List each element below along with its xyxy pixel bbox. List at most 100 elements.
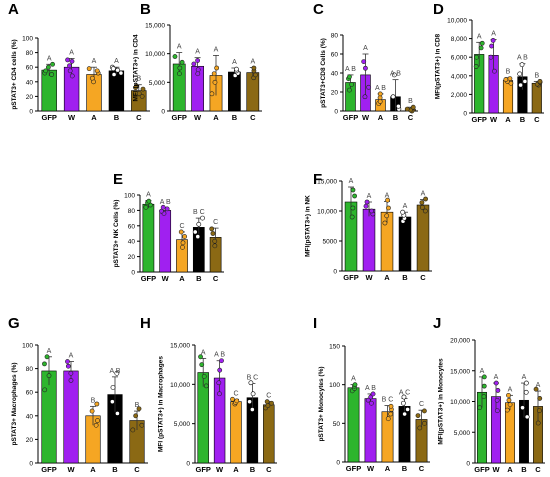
significance-letter: C (179, 223, 184, 230)
data-point (69, 58, 75, 64)
data-point (203, 383, 209, 389)
data-point (195, 67, 201, 73)
significance-letter: A (508, 386, 513, 393)
y-tick-label: 40 (26, 79, 34, 86)
x-tick-label: B (393, 113, 399, 122)
y-axis-label: pSTAT3+ Macrophages (%) (11, 362, 18, 445)
x-tick-label: W (492, 465, 500, 474)
data-point (217, 391, 222, 397)
x-tick-label: C (420, 273, 426, 282)
significance-letter: B (506, 69, 511, 76)
significance-letter: A (522, 374, 527, 381)
y-tick-label: 10,000 (450, 399, 470, 406)
x-tick-label: B (112, 465, 118, 474)
y-tick-label: 15,000 (317, 179, 337, 186)
data-point (423, 196, 428, 202)
data-point (250, 391, 256, 397)
data-point (410, 104, 416, 110)
x-tick-label: GFP (41, 113, 56, 122)
y-tick-label: 150 (329, 344, 340, 351)
x-tick-label: GFP (195, 465, 210, 474)
data-point (111, 72, 117, 77)
y-tick-label: 100 (22, 343, 33, 350)
significance-letter: A (177, 44, 182, 51)
data-point (522, 78, 528, 84)
data-point (518, 82, 523, 88)
data-point (519, 62, 525, 68)
data-point (402, 411, 408, 417)
data-point (368, 394, 374, 400)
data-point (118, 70, 124, 76)
bar-gfp (41, 69, 57, 112)
y-tick-label: 100 (124, 193, 135, 200)
data-point (196, 221, 202, 227)
data-point (349, 82, 355, 87)
y-tick-label: 0 (334, 109, 338, 116)
data-point (369, 208, 374, 214)
x-tick-label: A (233, 465, 239, 474)
y-tick-label: 60 (26, 390, 34, 397)
x-tick-label: C (419, 464, 425, 473)
data-point (251, 65, 257, 71)
data-point (520, 405, 525, 411)
significance-letter: A C (399, 390, 410, 397)
data-point (115, 67, 121, 73)
data-point (146, 198, 152, 204)
data-point (490, 38, 496, 43)
data-point (164, 206, 170, 212)
bar-w (63, 370, 79, 464)
panel-h: H 0 5,000 10,000 15,000 MFI (pSTAT3+) in Macr… (140, 315, 277, 474)
data-point (46, 373, 52, 379)
panel-label: E (113, 171, 123, 188)
data-point (388, 411, 394, 417)
data-point (44, 354, 50, 360)
x-tick-label: W (216, 465, 224, 474)
x-tick-label: B (196, 274, 202, 283)
data-point (195, 234, 201, 239)
data-point (533, 386, 539, 392)
data-point (199, 362, 205, 368)
x-tick-label: B (521, 465, 527, 474)
x-tick-label: C (134, 465, 140, 474)
y-tick-label: 60 (26, 65, 34, 72)
y-tick-label: 5000 (323, 239, 338, 246)
data-point (481, 383, 487, 389)
y-tick-label: 80 (26, 50, 34, 57)
data-point (385, 197, 390, 203)
y-tick-label: 15,000 (170, 343, 190, 350)
significance-letter: A (363, 45, 368, 52)
data-point (370, 391, 376, 397)
significance-letter: A B (110, 368, 121, 375)
data-point (95, 418, 100, 423)
y-tick-label: 2,000 (451, 92, 468, 99)
data-point (136, 91, 142, 96)
data-point (384, 213, 390, 219)
data-point (363, 203, 369, 209)
x-tick-label: C (266, 465, 272, 474)
significance-letter: A (114, 58, 119, 65)
y-tick-label: 20 (331, 90, 339, 97)
significance-letter: A B (390, 71, 401, 78)
data-point (191, 61, 197, 67)
data-point (114, 370, 120, 376)
data-point (365, 397, 371, 403)
x-tick-label: A (385, 464, 391, 473)
data-point (210, 231, 216, 236)
significance-letter: C (266, 393, 271, 400)
y-axis-label: MFI (pSTAT3+) in CD4 (132, 34, 139, 101)
x-tick-label: B (114, 113, 120, 122)
data-point (219, 358, 224, 364)
data-point (195, 58, 200, 63)
bar-b (398, 216, 412, 272)
significance-letter: B (408, 98, 413, 105)
data-point (247, 399, 252, 405)
y-tick-label: 20 (26, 94, 34, 101)
y-axis-label: MFI(pSTAT3+) in NK (304, 195, 311, 257)
data-point (369, 400, 374, 406)
data-point (217, 367, 223, 373)
data-point (42, 387, 48, 393)
data-point (385, 416, 391, 422)
y-tick-label: 0 (131, 270, 135, 277)
data-point (419, 200, 425, 205)
